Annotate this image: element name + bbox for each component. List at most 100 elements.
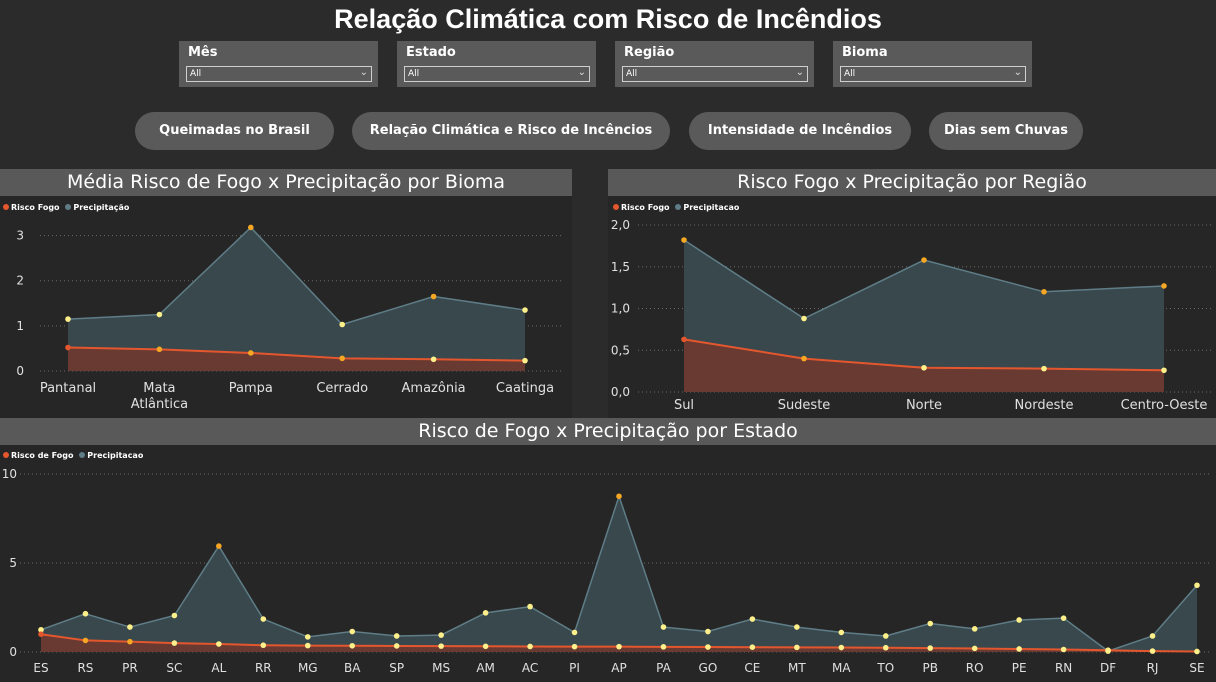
- risk-point: [339, 355, 346, 362]
- x-tick-label: CE: [744, 661, 760, 675]
- x-tick-label: AM: [476, 661, 495, 675]
- chart-panel-estado: Risco de Fogo x Precipitação por Estado …: [0, 418, 1216, 682]
- risk-point: [38, 631, 44, 637]
- y-tick-label: 2,0: [611, 218, 630, 232]
- risk-point: [660, 644, 667, 650]
- precip-point: [1016, 617, 1022, 623]
- precip-point: [527, 603, 533, 610]
- risk-point: [82, 637, 89, 644]
- risk-point: [527, 643, 533, 650]
- legend-item-precip: Precipitação: [73, 203, 130, 212]
- precip-point: [156, 311, 163, 318]
- y-tick-label: 5: [9, 556, 17, 570]
- legend-dot-risk: [613, 204, 619, 210]
- precip-point: [681, 237, 687, 243]
- x-tick-label: Centro-Oeste: [1121, 398, 1208, 413]
- risk-point: [1016, 646, 1022, 652]
- x-tick-label: GO: [699, 661, 718, 675]
- y-tick-label: 1,0: [611, 302, 630, 316]
- nav-button-intensidade[interactable]: Intensidade de Incêndios: [689, 112, 911, 150]
- precip-point: [248, 224, 254, 231]
- risk-point: [921, 364, 927, 371]
- x-tick-label: MT: [788, 661, 806, 675]
- y-tick-label: 0,0: [611, 385, 630, 399]
- page-title: Relação Climática com Risco de Incêndios: [334, 4, 882, 34]
- x-tick-label: Amazônia: [402, 381, 466, 396]
- chevron-down-icon: ⌄: [359, 67, 368, 78]
- precip-point: [438, 632, 444, 638]
- precip-point: [522, 307, 528, 313]
- slicer-regiao[interactable]: Região All ⌄: [615, 41, 814, 87]
- slicer-mes-dropdown[interactable]: All ⌄: [186, 66, 372, 82]
- risk-area: [41, 634, 1197, 652]
- precip-point: [794, 624, 800, 630]
- risk-point: [349, 642, 356, 649]
- slicer-regiao-label: Região: [624, 45, 675, 60]
- slicer-estado-label: Estado: [406, 45, 456, 60]
- nav-button-dias-sem-chuvas[interactable]: Dias sem Chuvas: [929, 112, 1083, 150]
- chart-legend-regiao: Risco Fogo Precipitacao: [613, 203, 739, 212]
- chevron-down-icon: ⌄: [795, 67, 804, 78]
- slicer-regiao-value: All: [626, 69, 638, 79]
- x-tick-label: PA: [656, 661, 671, 675]
- precip-area: [68, 227, 525, 371]
- slicer-bioma-label: Bioma: [842, 45, 888, 60]
- slicer-regiao-dropdown[interactable]: All ⌄: [622, 66, 808, 82]
- chart-title-bioma: Média Risco de Fogo x Precipitação por B…: [0, 169, 572, 196]
- x-tick-label: RJ: [1147, 661, 1159, 675]
- risk-point: [1194, 648, 1200, 655]
- chevron-down-icon: ⌄: [577, 67, 586, 78]
- precip-point: [882, 633, 889, 639]
- risk-area: [684, 339, 1164, 392]
- x-tick-label: RN: [1055, 661, 1072, 675]
- slicer-estado-dropdown[interactable]: All ⌄: [404, 66, 590, 82]
- risk-point: [616, 643, 622, 650]
- risk-point: [1149, 648, 1156, 654]
- x-tick-label: PR: [122, 661, 138, 675]
- slicer-mes-label: Mês: [188, 45, 218, 60]
- legend-dot-precip: [675, 204, 682, 210]
- legend-item-precip: Precipitacao: [87, 451, 144, 460]
- slicer-bioma-dropdown[interactable]: All ⌄: [840, 66, 1026, 82]
- precip-point: [571, 629, 578, 636]
- slicer-estado[interactable]: Estado All ⌄: [397, 41, 596, 87]
- x-tick-label: DF: [1100, 661, 1116, 675]
- precip-point: [927, 620, 934, 627]
- x-tick-label: Caatinga: [496, 381, 554, 396]
- precip-point: [482, 610, 489, 616]
- risk-point: [1161, 367, 1167, 374]
- risk-point: [522, 357, 528, 364]
- precip-point: [339, 321, 346, 328]
- risk-point: [571, 643, 578, 650]
- precip-point: [260, 616, 267, 622]
- x-tick-label: RR: [255, 661, 272, 675]
- risk-point: [1060, 646, 1067, 653]
- precip-point: [65, 316, 71, 322]
- x-tick-label: Sudeste: [778, 398, 831, 413]
- risk-point: [882, 644, 889, 651]
- legend-item-risk: Risco Fogo: [11, 203, 60, 212]
- x-tick-label: Sul: [674, 398, 694, 413]
- nav-button-relacao-climatica[interactable]: Relação Climática e Risco de Incêncios: [352, 112, 670, 150]
- precip-point: [1149, 633, 1156, 639]
- risk-point: [393, 643, 400, 649]
- precip-point: [127, 624, 133, 630]
- chevron-down-icon: ⌄: [1013, 67, 1022, 78]
- risk-point: [260, 642, 267, 649]
- precip-point: [430, 293, 437, 300]
- risk-point: [127, 638, 133, 645]
- precip-point: [216, 543, 222, 549]
- risk-point: [65, 344, 71, 351]
- precip-point: [1194, 582, 1200, 589]
- risk-point: [1105, 647, 1111, 654]
- slicer-bioma[interactable]: Bioma All ⌄: [833, 41, 1032, 87]
- x-tick-label: PE: [1012, 661, 1027, 675]
- nav-button-queimadas[interactable]: Queimadas no Brasil: [135, 112, 334, 150]
- x-tick-label: RO: [966, 661, 984, 675]
- x-tick-label: MA: [832, 661, 851, 675]
- precip-area: [41, 496, 1197, 652]
- x-tick-label: AL: [211, 661, 226, 675]
- x-tick-label: PI: [569, 661, 580, 675]
- y-tick-label: 0: [16, 364, 24, 378]
- slicer-mes[interactable]: Mês All ⌄: [179, 41, 378, 87]
